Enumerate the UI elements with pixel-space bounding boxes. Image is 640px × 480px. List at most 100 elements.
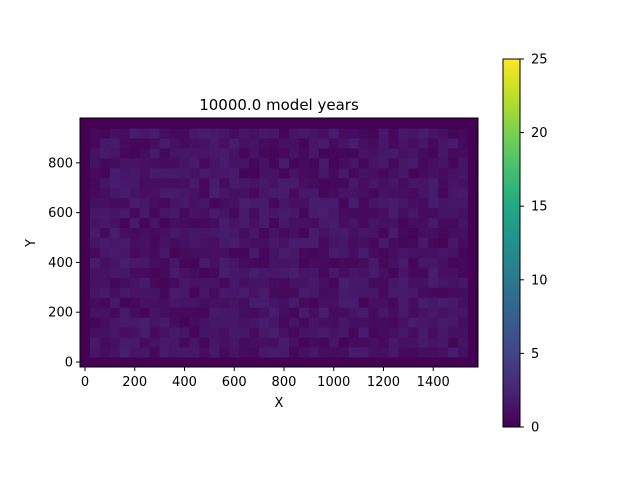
heatmap-cell	[308, 177, 320, 189]
heatmap-cell	[99, 127, 111, 139]
heatmap-cell	[139, 177, 151, 189]
heatmap-cell	[189, 267, 200, 278]
heatmap-cell	[199, 187, 210, 199]
heatmap-cell	[458, 277, 469, 288]
heatmap-cell	[129, 247, 141, 258]
heatmap-cell	[428, 317, 439, 328]
heatmap-cell	[189, 217, 200, 229]
heatmap-cell	[368, 317, 379, 328]
heatmap-cell	[398, 177, 409, 189]
heatmap-cell	[89, 257, 101, 268]
heatmap-cell	[328, 247, 340, 258]
heatmap-cell	[428, 247, 439, 258]
heatmap-cell	[269, 347, 280, 358]
heatmap-cell	[448, 277, 459, 288]
heatmap-cell	[428, 137, 439, 149]
heatmap-cell	[398, 118, 409, 129]
heatmap-cell	[418, 157, 429, 169]
heatmap-cell	[169, 197, 180, 209]
heatmap-cell	[408, 357, 419, 368]
heatmap-cell	[448, 307, 459, 318]
heatmap-cell	[388, 337, 399, 348]
heatmap-cell	[89, 127, 101, 139]
heatmap-cell	[328, 118, 340, 129]
heatmap-cell	[129, 217, 141, 229]
heatmap-cell	[308, 167, 320, 179]
heatmap-cell	[448, 137, 459, 149]
heatmap-cell	[408, 207, 419, 219]
heatmap-cell	[209, 207, 220, 219]
heatmap-cell	[189, 347, 200, 358]
heatmap-cell	[209, 237, 220, 248]
heatmap-cell	[468, 297, 479, 308]
heatmap-cell	[259, 147, 270, 159]
heatmap-cell	[378, 337, 389, 348]
heatmap-cell	[209, 217, 220, 229]
heatmap-cell	[169, 147, 180, 159]
heatmap-cell	[338, 257, 350, 268]
heatmap-cell	[109, 357, 121, 368]
heatmap-cell	[288, 307, 300, 318]
heatmap-cell	[109, 287, 121, 298]
heatmap-cell	[418, 357, 429, 368]
heatmap-cell	[249, 127, 260, 139]
heatmap-cell	[249, 167, 260, 179]
heatmap-cell	[219, 127, 230, 139]
heatmap-cell	[149, 207, 161, 219]
heatmap-cell	[428, 307, 439, 318]
heatmap-cell	[159, 217, 171, 229]
heatmap-cell	[259, 307, 270, 318]
heatmap-cell	[378, 127, 389, 139]
heatmap-cell	[209, 118, 220, 129]
heatmap-cell	[428, 217, 439, 229]
heatmap-cell	[298, 207, 310, 219]
heatmap-cell	[129, 167, 141, 179]
heatmap-cell	[149, 137, 161, 149]
heatmap-cell	[368, 187, 379, 199]
heatmap-cell	[219, 207, 230, 219]
heatmap-cell	[109, 177, 121, 189]
heatmap-cell	[328, 227, 340, 239]
heatmap-cell	[348, 277, 360, 288]
heatmap-cell	[119, 267, 131, 278]
heatmap-cell	[149, 167, 161, 179]
heatmap-cell	[239, 267, 250, 278]
y-axis: 0 200 400 600 800	[48, 156, 80, 371]
heatmap-cell	[99, 187, 111, 199]
heatmap-cell	[328, 187, 340, 199]
heatmap-cell	[378, 237, 389, 248]
heatmap-cell	[408, 247, 419, 258]
heatmap-cell	[119, 297, 131, 308]
heatmap-cell	[368, 227, 379, 239]
heatmap-cell	[378, 257, 389, 268]
heatmap-cell	[318, 247, 330, 258]
heatmap-cell	[418, 307, 429, 318]
heatmap-cell	[308, 237, 320, 248]
heatmap-cell	[338, 147, 350, 159]
heatmap-cell	[288, 297, 300, 308]
heatmap-cell	[169, 167, 180, 179]
heatmap-cell	[119, 287, 131, 298]
heatmap-cell	[179, 217, 190, 229]
heatmap-cell	[199, 247, 210, 258]
heatmap-cell	[89, 197, 101, 209]
heatmap-cell	[89, 147, 101, 159]
heatmap-cell	[159, 137, 171, 149]
heatmap-cell	[179, 357, 190, 368]
heatmap-cell	[99, 237, 111, 248]
heatmap-cell	[458, 147, 469, 159]
heatmap-cell	[328, 237, 340, 248]
heatmap-cell	[99, 118, 111, 129]
heatmap-cell	[368, 337, 379, 348]
heatmap-cell	[358, 227, 370, 239]
heatmap-cell	[259, 137, 270, 149]
heatmap-cell	[139, 137, 151, 149]
heatmap-cell	[338, 307, 350, 318]
heatmap-cell	[209, 297, 220, 308]
heatmap-cell	[348, 337, 360, 348]
heatmap-cell	[179, 277, 190, 288]
heatmap-cell	[89, 177, 101, 189]
heatmap-cell	[259, 167, 270, 179]
heatmap-cell	[408, 267, 419, 278]
heatmap-cell	[279, 237, 290, 248]
